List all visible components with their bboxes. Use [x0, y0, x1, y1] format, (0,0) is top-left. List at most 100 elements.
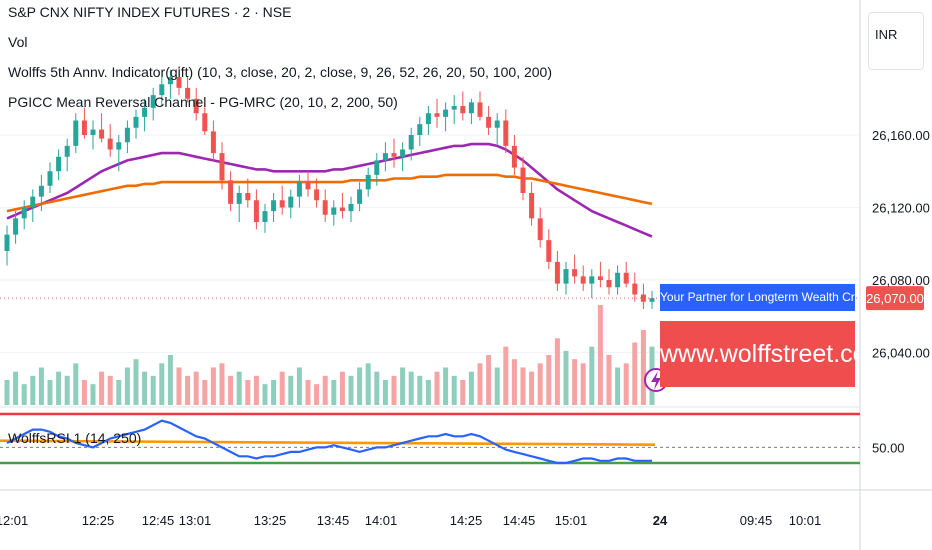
- indicator-wolffs-label: Wolffs 5th Annv. Indicator(gift) (10, 3,…: [8, 64, 552, 80]
- candle-body-31: [271, 200, 277, 212]
- volume-bar-30: [262, 384, 268, 405]
- volume-bar-73: [632, 342, 638, 405]
- volume-bar-22: [193, 371, 199, 405]
- candle-body-7: [64, 145, 70, 157]
- volume-bar-59: [511, 359, 517, 405]
- volume-bar-31: [271, 380, 277, 405]
- candle-body-64: [554, 261, 560, 284]
- candle-body-30: [262, 211, 268, 222]
- indicator-vol-label: Vol: [8, 34, 28, 50]
- volume-bar-4: [38, 367, 44, 405]
- volume-bar-47: [408, 371, 414, 405]
- candle-body-74: [640, 294, 646, 302]
- volume-bar-11: [99, 371, 105, 405]
- price-tick-3: 26,040.00: [872, 346, 930, 361]
- candle-body-1: [13, 218, 19, 235]
- candle-body-57: [494, 120, 500, 128]
- volume-bar-6: [56, 371, 62, 405]
- website-banner: www.wolffstreet.com: [660, 321, 855, 387]
- volume-bar-41: [357, 367, 363, 405]
- candle-body-47: [408, 135, 414, 150]
- time-tick-2: 12:45: [142, 513, 175, 528]
- candle-body-45: [391, 153, 397, 157]
- candle-body-9: [81, 120, 87, 135]
- volume-bar-60: [520, 367, 526, 405]
- volume-bar-19: [167, 355, 173, 405]
- candle-body-66: [572, 269, 578, 277]
- rsi-legend-label: WolffsRSI 1 (14, 250): [8, 430, 142, 446]
- volume-bar-57: [494, 367, 500, 405]
- volume-bar-45: [391, 375, 397, 405]
- candle-body-36: [314, 189, 320, 201]
- current-price-label: 26,070.00: [866, 291, 924, 306]
- candle-body-63: [546, 240, 552, 262]
- candle-body-75: [649, 298, 655, 302]
- candle-body-70: [606, 280, 612, 288]
- time-tick-10: 24: [653, 513, 668, 528]
- volume-bar-34: [296, 367, 302, 405]
- candle-body-32: [279, 200, 285, 208]
- current-price-tag: [866, 286, 924, 311]
- candle-body-61: [529, 193, 535, 219]
- volume-bar-39: [339, 371, 345, 405]
- volume-bar-28: [245, 380, 251, 405]
- price-tick-2: 26,080.00: [872, 273, 930, 288]
- candle-body-8: [73, 120, 79, 146]
- candle-body-26: [228, 180, 234, 204]
- candle-body-11: [99, 129, 105, 139]
- candle-body-51: [443, 109, 449, 117]
- candle-body-16: [142, 107, 148, 117]
- rsi-line: [6, 419, 652, 465]
- volume-bar-66: [572, 359, 578, 405]
- candle-body-19: [167, 77, 173, 85]
- volume-bar-71: [615, 367, 621, 405]
- volume-bar-15: [133, 359, 139, 405]
- volume-bar-37: [322, 375, 328, 405]
- candle-body-50: [434, 113, 440, 117]
- volume-bar-13: [116, 380, 122, 405]
- volume-bar-43: [374, 371, 380, 405]
- volume-bar-72: [623, 363, 629, 405]
- candle-body-44: [382, 153, 388, 161]
- volume-bar-26: [228, 375, 234, 405]
- volume-bar-21: [185, 375, 191, 405]
- volume-bar-36: [314, 384, 320, 405]
- volume-bar-1: [13, 371, 19, 405]
- volume-bar-0: [4, 380, 10, 405]
- candle-body-65: [563, 269, 569, 284]
- candle-body-13: [116, 142, 122, 150]
- volume-bar-51: [443, 367, 449, 405]
- volume-bar-53: [460, 380, 466, 405]
- volume-bar-70: [606, 355, 612, 405]
- volume-bar-42: [365, 363, 371, 405]
- candle-body-59: [511, 145, 517, 168]
- candle-body-15: [133, 116, 139, 128]
- candle-body-43: [374, 160, 380, 175]
- candle-body-71: [615, 272, 621, 288]
- currency-button[interactable]: INR: [868, 12, 924, 70]
- candle-body-3: [30, 196, 36, 208]
- volume-bar-40: [348, 375, 354, 405]
- candle-body-69: [597, 276, 603, 280]
- volume-bar-10: [90, 384, 96, 405]
- rsi-mid-line: [0, 439, 656, 447]
- candle-body-33: [288, 196, 294, 208]
- indicator-pgmrc-label: PGICC Mean Reversal Channel - PG-MRC (20…: [8, 94, 398, 110]
- candle-body-27: [236, 193, 242, 204]
- candle-body-6: [56, 156, 62, 172]
- time-tick-1: 12:25: [82, 513, 115, 528]
- time-tick-12: 10:01: [789, 513, 822, 528]
- volume-bar-62: [537, 363, 543, 405]
- candle-body-25: [219, 153, 225, 181]
- volume-bar-2: [21, 384, 27, 405]
- volume-bar-68: [589, 346, 595, 405]
- volume-bar-49: [425, 380, 431, 405]
- candle-body-73: [632, 283, 638, 295]
- volume-bar-27: [236, 371, 242, 405]
- candle-body-56: [486, 116, 492, 128]
- time-tick-0: 12:01: [0, 513, 28, 528]
- candle-body-2: [21, 207, 27, 219]
- candle-body-0: [4, 234, 10, 251]
- candle-body-29: [253, 200, 259, 222]
